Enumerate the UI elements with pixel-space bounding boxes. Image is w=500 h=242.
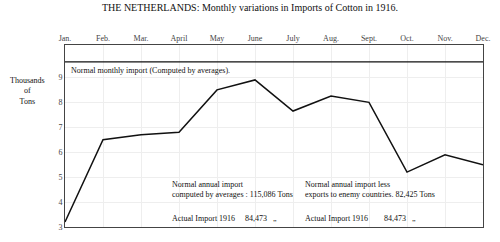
svg-text:Normal monthly import (Compute: Normal monthly import (Computed by avera… xyxy=(71,66,230,75)
svg-text:Dec.: Dec. xyxy=(476,34,491,43)
svg-text:Actual Import 1916 84,4: Actual Import 1916 84,473 „ xyxy=(305,214,416,223)
svg-text:3: 3 xyxy=(58,223,62,232)
svg-text:Actual Import 1916 84,473: Actual Import 1916 84,473 „ xyxy=(172,214,277,223)
svg-text:7: 7 xyxy=(58,123,62,132)
svg-text:Mar.: Mar. xyxy=(134,34,149,43)
svg-text:Sept.: Sept. xyxy=(361,34,377,43)
svg-text:ThousandsofTons: ThousandsofTons xyxy=(10,76,45,106)
svg-text:July: July xyxy=(286,34,299,43)
svg-text:Jan.: Jan. xyxy=(59,34,72,43)
svg-text:Feb.: Feb. xyxy=(96,34,110,43)
svg-text:4: 4 xyxy=(58,198,62,207)
svg-text:June: June xyxy=(248,34,263,43)
svg-text:Nov.: Nov. xyxy=(437,34,452,43)
svg-text:6: 6 xyxy=(58,148,62,157)
svg-text:May: May xyxy=(210,34,225,43)
svg-text:Normal annual import lessexpor: Normal annual import lessexports to enem… xyxy=(305,180,435,199)
svg-text:8: 8 xyxy=(58,98,62,107)
svg-text:Normal annual importcomputed b: Normal annual importcomputed by averages… xyxy=(172,180,293,199)
svg-text:Aug.: Aug. xyxy=(323,34,339,43)
svg-text:5: 5 xyxy=(58,173,62,182)
svg-text:9: 9 xyxy=(58,73,62,82)
svg-text:Oct.: Oct. xyxy=(400,34,414,43)
svg-text:April: April xyxy=(171,34,189,43)
svg-text:THE NETHERLANDS: Monthly varia: THE NETHERLANDS: Monthly variations in I… xyxy=(102,2,398,13)
